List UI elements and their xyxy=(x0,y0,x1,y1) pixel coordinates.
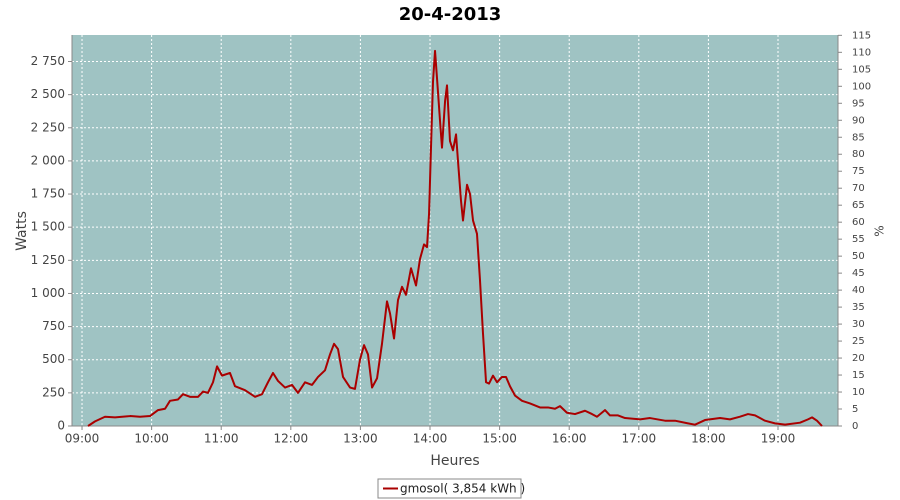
y2-tick-label: 55 xyxy=(852,234,865,245)
y2-tick-label: 0 xyxy=(852,421,858,432)
y2-tick-label: 115 xyxy=(852,30,871,41)
x-tick-label: 16:00 xyxy=(552,432,587,446)
y-tick-label: 250 xyxy=(42,385,65,399)
y2-tick-label: 65 xyxy=(852,200,865,211)
y2-tick-label: 5 xyxy=(852,404,858,415)
y-tick-label: 1 750 xyxy=(31,187,65,201)
data-line xyxy=(87,49,823,427)
y-tick-label: 2 500 xyxy=(31,87,65,101)
legend-label: gmosol( 3,854 kWh ) xyxy=(400,482,525,496)
x-tick-label: 14:00 xyxy=(413,432,448,446)
y2-tick-label: 15 xyxy=(852,370,865,381)
y2-tick-label: 25 xyxy=(852,336,865,347)
y2-tick-label: 40 xyxy=(852,285,865,296)
y-tick-label: 0 xyxy=(57,419,65,433)
y-tick-label: 2 000 xyxy=(31,153,65,167)
y2-axis-label: % xyxy=(873,225,887,236)
y2-tick-label: 50 xyxy=(852,251,865,262)
plot-area xyxy=(72,35,838,427)
x-tick-label: 09:00 xyxy=(65,432,100,446)
y2-tick-label: 35 xyxy=(852,302,865,313)
legend-box xyxy=(377,478,522,499)
y-axis-label: Watts xyxy=(14,211,30,251)
x-tick-label: 15:00 xyxy=(482,432,517,446)
y2-tick-label: 30 xyxy=(852,319,865,330)
legend: gmosol( 3,854 kWh ) xyxy=(377,478,525,499)
y-tick-label: 2 750 xyxy=(31,54,65,68)
y2-tick-label: 105 xyxy=(852,64,871,75)
y2-tick-label: 90 xyxy=(852,115,865,126)
y2-tick-label: 110 xyxy=(852,47,871,58)
x-tick-label: 11:00 xyxy=(204,432,239,446)
x-tick-label: 13:00 xyxy=(343,432,378,446)
y-tick-label: 500 xyxy=(42,352,65,366)
y2-tick-label: 45 xyxy=(852,268,865,279)
y-tick-label: 1 000 xyxy=(31,286,65,300)
y2-tick-label: 100 xyxy=(852,81,871,92)
y-tick-label: 1 250 xyxy=(31,253,65,267)
y2-tick-label: 75 xyxy=(852,166,865,177)
y2-tick-label: 20 xyxy=(852,353,865,364)
x-tick-label: 17:00 xyxy=(622,432,657,446)
y2-tick-label: 70 xyxy=(852,183,865,194)
y2-tick-label: 95 xyxy=(852,98,865,109)
y-tick-label: 750 xyxy=(42,319,65,333)
y2-tick-label: 60 xyxy=(852,217,865,228)
x-axis-label: Heures xyxy=(430,453,479,469)
y2-tick-label: 10 xyxy=(852,387,865,398)
x-tick-label: 10:00 xyxy=(134,432,169,446)
chart-title: 20-4-2013 xyxy=(399,4,502,25)
x-tick-label: 12:00 xyxy=(274,432,309,446)
y-tick-label: 1 500 xyxy=(31,220,65,234)
y2-tick-label: 80 xyxy=(852,149,865,160)
plot-background xyxy=(72,35,838,426)
x-tick-label: 18:00 xyxy=(691,432,726,446)
y-tick-label: 2 250 xyxy=(31,120,65,134)
y2-tick-label: 85 xyxy=(852,132,865,143)
x-tick-label: 19:00 xyxy=(761,432,796,446)
